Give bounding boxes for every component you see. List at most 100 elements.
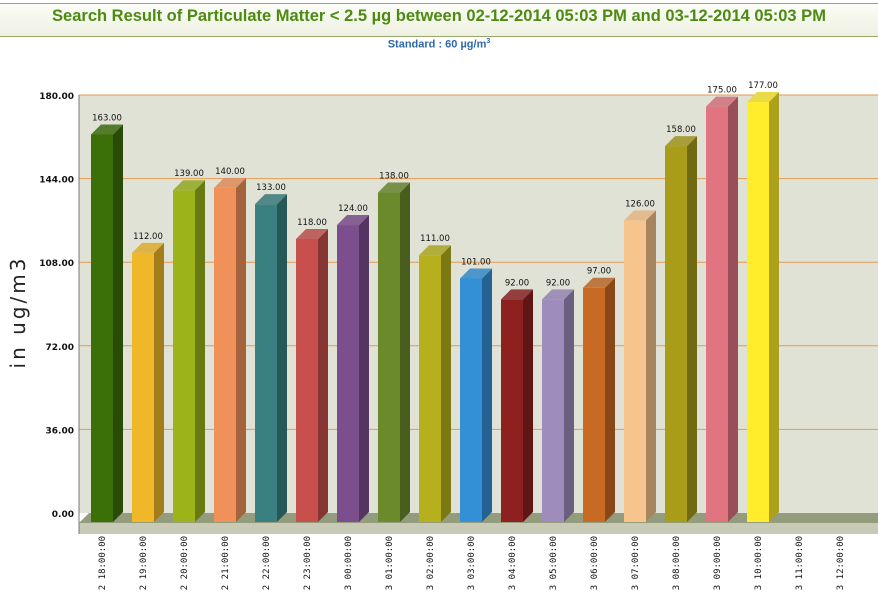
bar xyxy=(460,278,482,522)
bar-side xyxy=(605,277,615,522)
bar xyxy=(501,299,523,522)
bar-value-label: 139.00 xyxy=(174,169,204,179)
bar-value-label: 112.00 xyxy=(133,232,163,242)
x-tick-label: 3 00:00:00 xyxy=(344,536,354,590)
bar xyxy=(624,220,646,522)
y-tick-label: 36.00 xyxy=(46,426,74,436)
bar xyxy=(337,225,359,523)
bar xyxy=(665,146,687,523)
bar xyxy=(378,192,400,523)
x-tick-label: 2 22:00:00 xyxy=(262,536,272,590)
bar-side xyxy=(523,289,533,522)
x-tick-label: 3 03:00:00 xyxy=(467,536,477,590)
x-tick-label: 3 05:00:00 xyxy=(549,536,559,590)
bar-top xyxy=(337,215,369,226)
bar-value-label: 133.00 xyxy=(256,183,286,193)
bar-side xyxy=(195,180,205,522)
bar xyxy=(583,287,605,522)
x-tick-label: 3 09:00:00 xyxy=(713,536,723,590)
bar-side xyxy=(400,182,410,523)
x-tick-label: 3 04:00:00 xyxy=(508,536,518,590)
bar xyxy=(419,255,441,522)
bar-side xyxy=(236,177,246,522)
x-tick-label: 2 18:00:00 xyxy=(98,536,108,590)
y-tick-label: 0.00 xyxy=(52,510,74,520)
x-tick-label: 3 08:00:00 xyxy=(672,536,682,590)
x-tick-label: 2 20:00:00 xyxy=(180,536,190,590)
bar-value-label: 124.00 xyxy=(338,204,368,214)
bar-top xyxy=(296,228,328,239)
x-tick-label: 3 11:00:00 xyxy=(795,536,805,590)
bar-side xyxy=(113,124,123,522)
bar-value-label: 97.00 xyxy=(587,267,611,277)
x-tick-label: 3 01:00:00 xyxy=(385,536,395,590)
bar-side xyxy=(154,242,164,522)
bar-value-label: 138.00 xyxy=(379,172,409,182)
bar-side xyxy=(728,96,738,522)
bar-value-label: 175.00 xyxy=(707,86,737,96)
bar xyxy=(706,106,728,522)
bar xyxy=(255,204,277,522)
y-tick-label: 144.00 xyxy=(39,176,74,186)
bar-top xyxy=(501,289,533,300)
bar-side xyxy=(359,215,369,523)
bar-side xyxy=(318,228,328,522)
subtitle-superscript: 3 xyxy=(486,38,491,45)
bar xyxy=(296,238,318,522)
bar-value-label: 126.00 xyxy=(625,199,655,209)
bar xyxy=(747,101,769,522)
x-tick-label: 3 10:00:00 xyxy=(754,536,764,590)
chart-subtitle: Standard : 60 µg/m3 xyxy=(0,38,878,51)
bar-side xyxy=(646,210,656,522)
x-tick-label: 2 19:00:00 xyxy=(139,536,149,590)
chart-title: Search Result of Particulate Matter < 2.… xyxy=(52,7,826,25)
x-tick-label: 3 02:00:00 xyxy=(426,536,436,590)
bar-top xyxy=(91,124,123,135)
x-tick-label: 3 06:00:00 xyxy=(590,536,600,590)
bar-value-label: 140.00 xyxy=(215,167,245,177)
bar-side xyxy=(687,136,697,523)
bar xyxy=(542,299,564,522)
bar-top xyxy=(706,96,738,107)
bar-top xyxy=(255,194,287,205)
bar-top xyxy=(665,136,697,147)
bar-side xyxy=(769,91,779,522)
bar-top xyxy=(132,242,164,253)
bar-value-label: 177.00 xyxy=(748,81,778,91)
bar-top xyxy=(583,277,615,288)
bar-top xyxy=(542,289,574,300)
bar-top xyxy=(460,268,492,279)
x-tick-label: 3 07:00:00 xyxy=(631,536,641,590)
bar-top xyxy=(173,180,205,191)
bar-value-label: 111.00 xyxy=(420,234,450,244)
bar-side xyxy=(277,194,287,522)
x-tick-label: 3 12:00:00 xyxy=(836,536,846,590)
bar xyxy=(214,187,236,522)
bar xyxy=(91,134,113,522)
bar-value-label: 101.00 xyxy=(461,257,491,267)
bar-value-label: 92.00 xyxy=(546,278,570,288)
bar-top xyxy=(214,177,246,188)
bar-side xyxy=(482,268,492,522)
title-bar xyxy=(0,3,878,37)
bar-side xyxy=(564,289,574,522)
chart-floor-front xyxy=(79,523,878,534)
x-tick-label: 2 23:00:00 xyxy=(303,536,313,590)
bar-value-label: 163.00 xyxy=(92,113,122,123)
x-tick-label: 2 21:00:00 xyxy=(221,536,231,590)
bar-top xyxy=(747,91,779,102)
bar-top xyxy=(624,210,656,221)
bar xyxy=(173,190,195,522)
bar-top xyxy=(378,182,410,193)
y-tick-label: 108.00 xyxy=(39,259,74,269)
bar-value-label: 158.00 xyxy=(666,125,696,135)
bar-side xyxy=(441,245,451,522)
bar-top xyxy=(419,245,451,256)
bar xyxy=(132,252,154,522)
subtitle-text: Standard : 60 µg/m xyxy=(387,38,487,51)
bar-value-label: 118.00 xyxy=(297,218,327,228)
bar-value-label: 92.00 xyxy=(505,278,529,288)
y-tick-label: 180.00 xyxy=(39,92,74,102)
y-tick-label: 72.00 xyxy=(46,343,74,353)
